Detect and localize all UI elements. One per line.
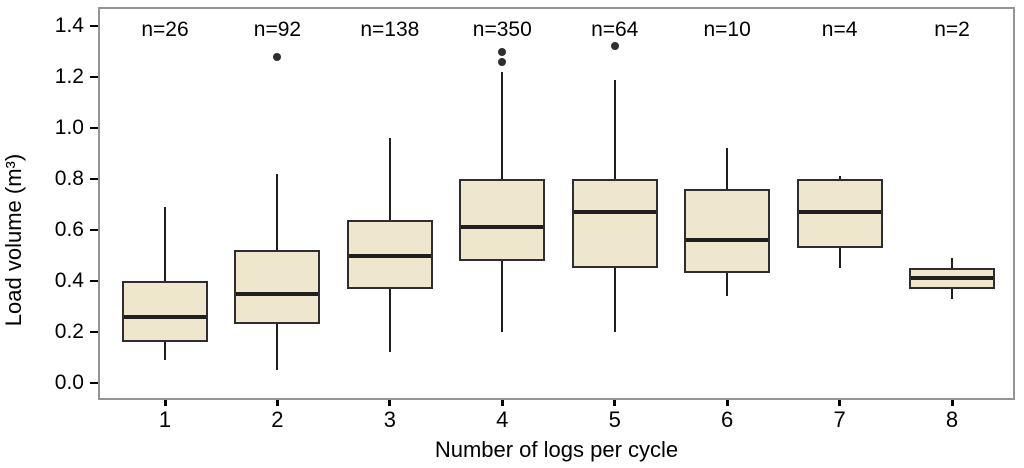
box-whisker-lower	[613, 268, 616, 332]
y-axis-title: Load volume (m³)	[1, 153, 26, 327]
box-whisker-upper	[838, 176, 841, 179]
y-tick-label: 0.6	[54, 218, 84, 241]
y-tick-label: 0.0	[54, 371, 84, 394]
n-count-label: n=2	[934, 18, 970, 41]
box-median-line	[798, 210, 881, 215]
x-tick-label: 4	[496, 407, 509, 432]
x-tick-label: 3	[383, 407, 396, 432]
y-tick-mark	[90, 229, 98, 231]
x-tick-mark	[613, 400, 617, 406]
x-tick-mark	[950, 400, 954, 406]
n-count-label: n=92	[253, 18, 302, 41]
box-iqr	[122, 281, 208, 343]
n-count-label: n=350	[472, 18, 532, 41]
box-whisker-upper	[501, 71, 504, 179]
outlier-point	[498, 47, 507, 56]
box-whisker-upper	[388, 138, 391, 220]
y-tick-mark	[90, 331, 98, 333]
box-iqr	[571, 179, 658, 269]
box-whisker-upper	[276, 173, 279, 251]
box-whisker-lower	[838, 247, 841, 269]
box-median-line	[124, 314, 206, 319]
box-whisker-upper	[164, 207, 166, 281]
box-iqr	[459, 179, 546, 261]
x-tick-mark	[838, 400, 842, 406]
y-tick-label: 1.4	[54, 14, 84, 37]
box-median-line	[911, 276, 993, 281]
box-whisker-lower	[951, 288, 953, 299]
box-whisker-lower	[276, 324, 279, 371]
y-tick-label: 1.2	[54, 65, 84, 88]
box-whisker-lower	[164, 342, 166, 361]
x-tick-mark	[163, 400, 167, 406]
box-median-line	[236, 291, 319, 296]
x-tick-label: 8	[945, 407, 959, 432]
box-iqr	[684, 189, 771, 274]
x-tick-mark	[500, 400, 504, 406]
x-tick-label: 5	[608, 407, 621, 432]
outlier-point	[610, 42, 619, 51]
y-tick-label: 0.4	[54, 269, 84, 292]
y-tick-mark	[90, 382, 98, 384]
box-whisker-lower	[726, 273, 729, 297]
y-tick-mark	[90, 178, 98, 180]
x-tick-label: 7	[833, 407, 846, 432]
y-tick-mark	[90, 127, 98, 129]
box-iqr	[234, 250, 321, 325]
n-count-label: n=26	[141, 18, 189, 41]
outlier-point	[498, 57, 507, 66]
box-median-line	[461, 225, 544, 230]
n-count-label: n=138	[360, 18, 420, 41]
x-tick-label: 6	[721, 407, 734, 432]
box-whisker-lower	[388, 288, 391, 353]
box-median-line	[686, 238, 769, 243]
y-tick-mark	[90, 76, 98, 78]
box-median-line	[348, 253, 431, 258]
y-tick-label: 0.8	[54, 167, 84, 190]
x-tick-label: 1	[158, 407, 172, 432]
x-tick-label: 2	[271, 407, 284, 432]
plot-panel: n=26 n=92 n=138 n=350 n=64 n=10 n=4 n=2	[98, 7, 1015, 400]
box-whisker-upper	[951, 258, 953, 269]
box-whisker-upper	[613, 79, 616, 179]
y-tick-mark	[90, 280, 98, 282]
n-count-label: n=64	[591, 18, 639, 41]
x-tick-mark	[275, 400, 279, 406]
n-count-label: n=4	[821, 18, 858, 41]
x-tick-mark	[388, 400, 392, 406]
x-tick-mark	[725, 400, 729, 406]
y-tick-label: 0.2	[54, 320, 84, 343]
box-whisker-upper	[726, 148, 729, 190]
plot-area: n=26 n=92 n=138 n=350 n=64 n=10 n=4 n=2	[98, 7, 1015, 400]
outlier-point	[273, 52, 282, 61]
x-axis-title: Number of logs per cycle	[434, 437, 679, 462]
box-median-line	[573, 210, 656, 215]
y-tick-mark	[90, 25, 98, 27]
n-count-label: n=10	[703, 18, 751, 41]
y-tick-label: 1.0	[54, 116, 84, 139]
box-whisker-lower	[501, 260, 504, 332]
